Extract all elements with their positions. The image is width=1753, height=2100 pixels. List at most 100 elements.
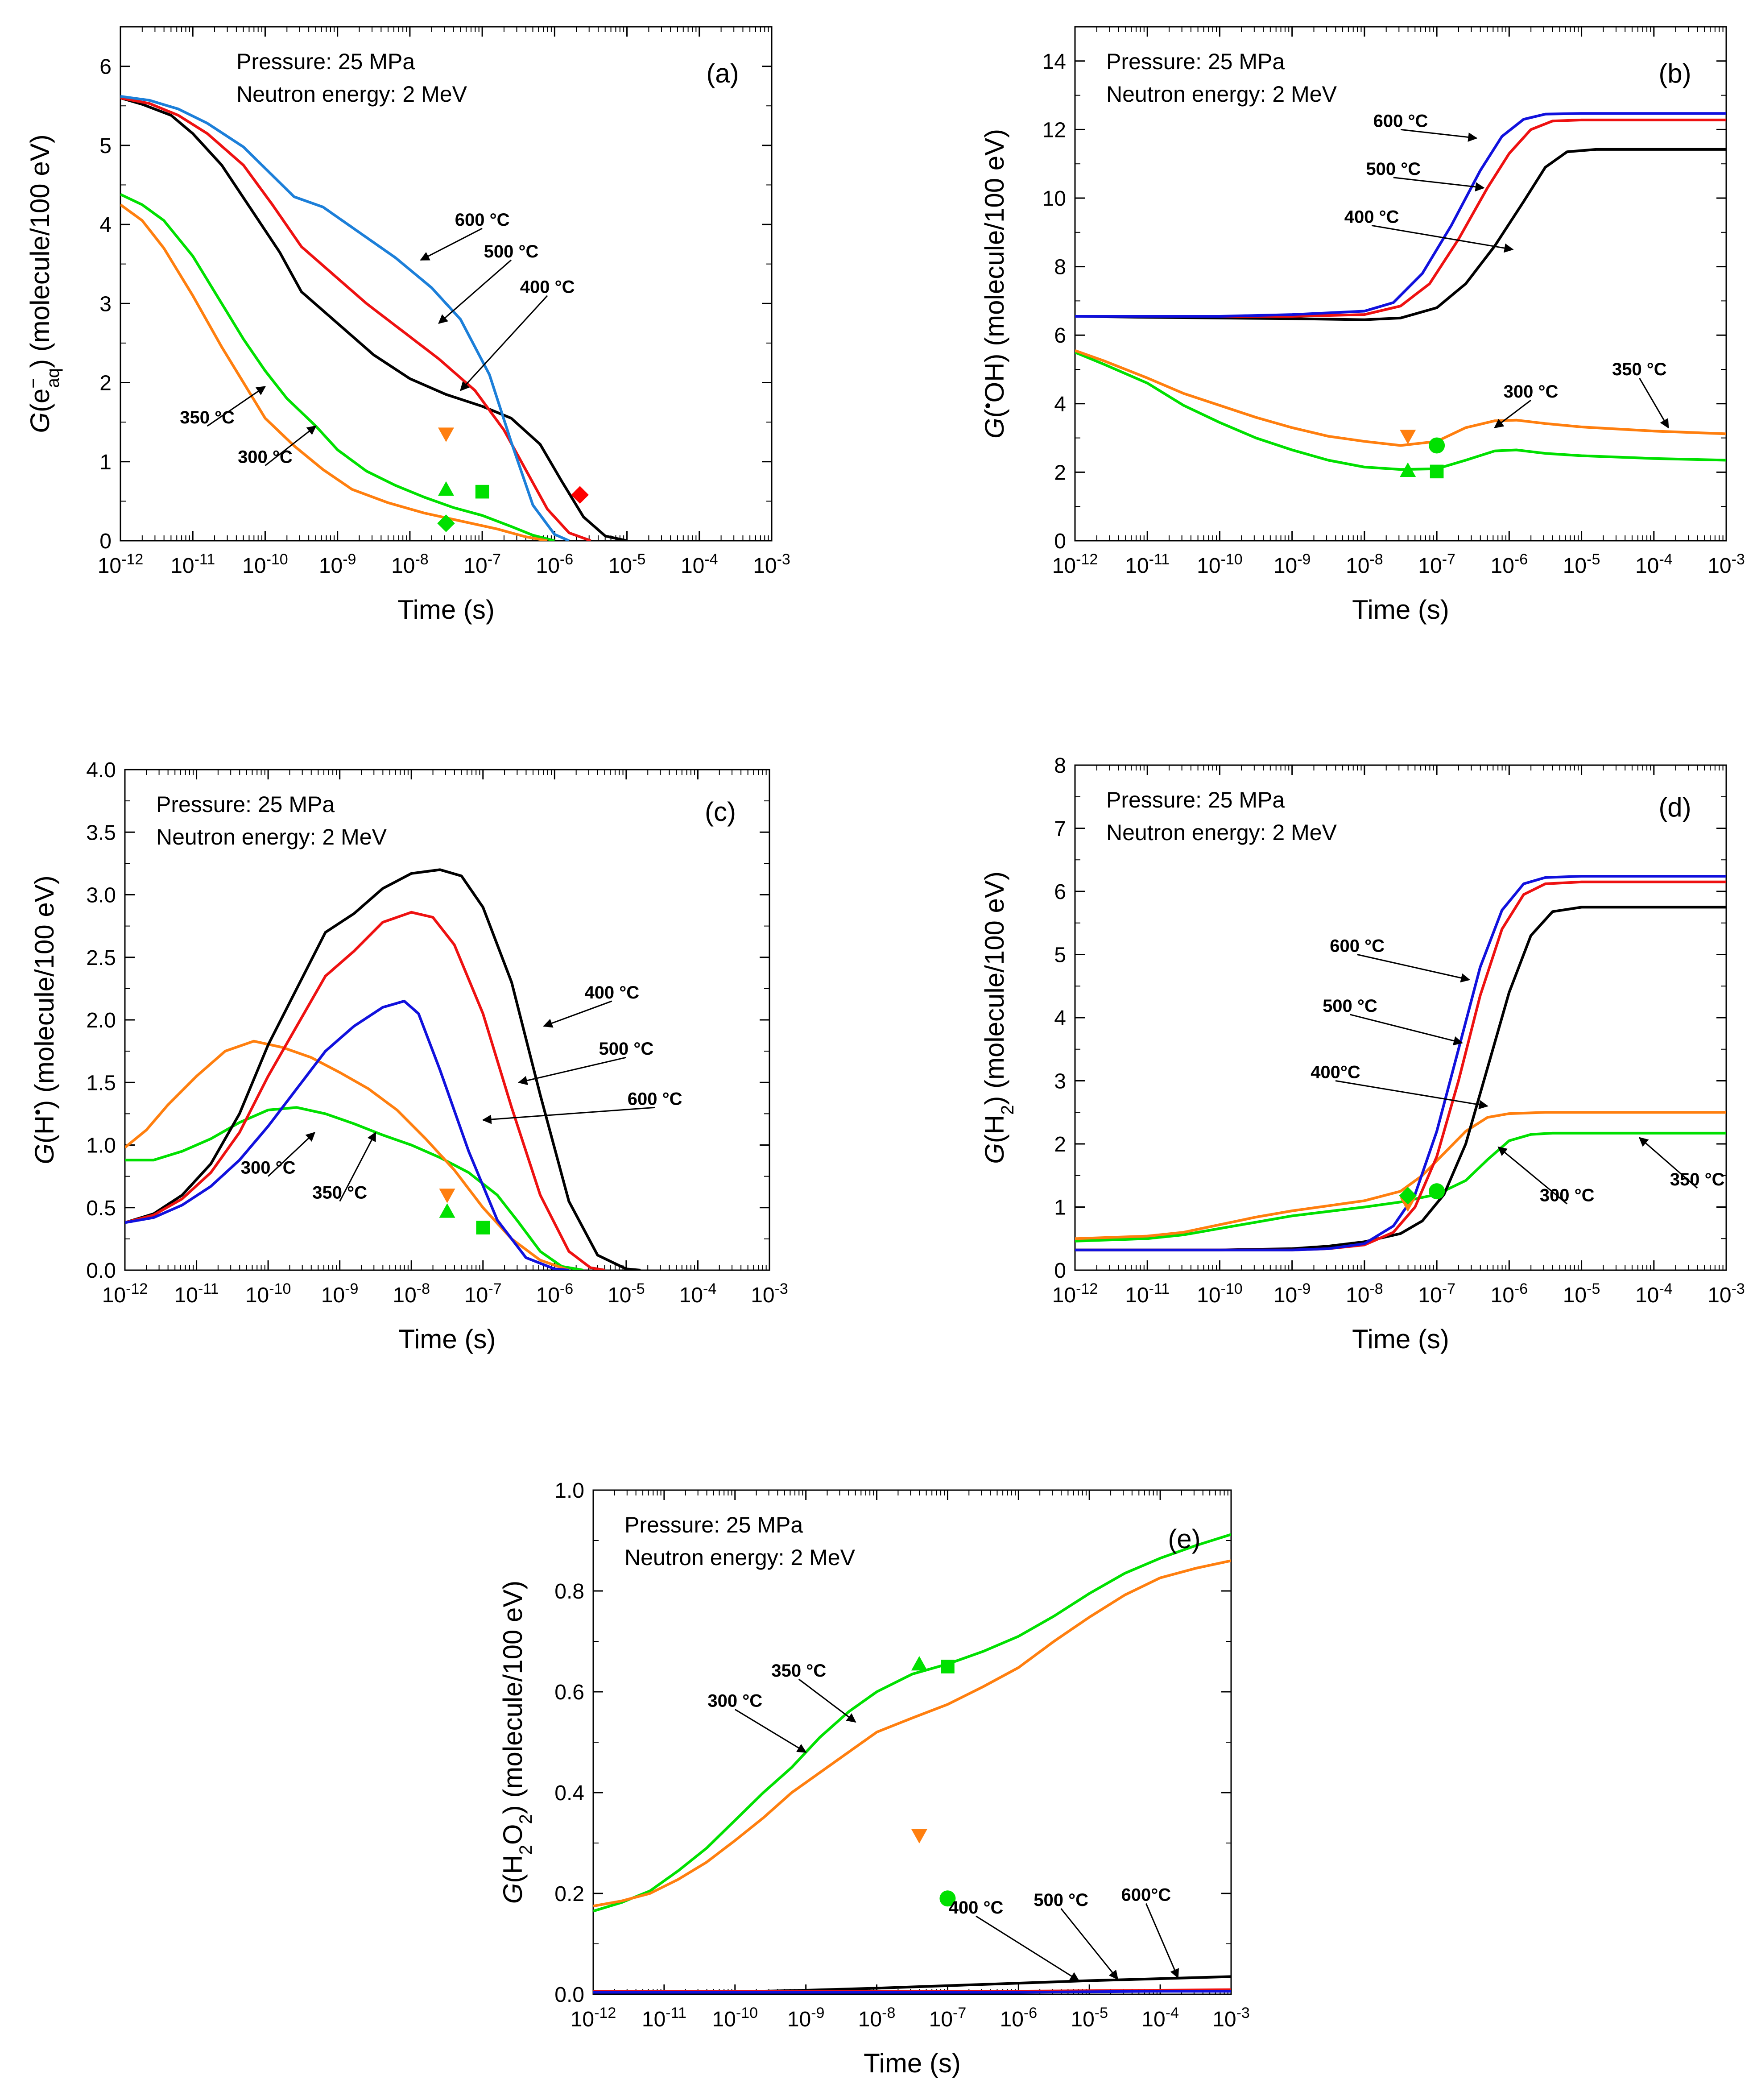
x-tick-label: 10-6 xyxy=(1491,1280,1528,1307)
y-tick-label: 0.0 xyxy=(554,1983,584,2007)
x-tick-label: 10-5 xyxy=(1563,1280,1600,1307)
x-axis-title: Time (s) xyxy=(1352,595,1449,625)
x-tick-label: 10-6 xyxy=(1491,551,1528,578)
y-tick-label: 0.8 xyxy=(554,1580,584,1603)
panel-b: 10-12 10-11 10-10 10-9 10-8 10-7 10-6 10-5 10-4 1… xyxy=(978,26,1745,625)
curve-label: 300 °C xyxy=(238,447,293,467)
annotation-arrow xyxy=(1335,1080,1488,1110)
marker-diamond-1 xyxy=(1399,1187,1417,1205)
x-tick-label: 10-6 xyxy=(536,551,574,578)
x-tick-label: 10-12 xyxy=(102,1280,148,1307)
x-tick-label: 10-7 xyxy=(463,551,501,578)
series-line-600C xyxy=(1075,112,1726,318)
series-line-300C xyxy=(125,1106,584,1270)
series-line-400C xyxy=(1075,148,1726,321)
y-tick-label: 0 xyxy=(1054,530,1066,553)
marker-circle-3 xyxy=(939,1890,956,1907)
curve-label: 500 °C xyxy=(484,242,539,261)
curve-label: 300 °C xyxy=(241,1158,296,1178)
x-tick-label: 10-12 xyxy=(571,2005,616,2031)
annotation-arrow xyxy=(1371,224,1514,253)
y-tick-label: 2.0 xyxy=(86,1009,116,1032)
x-tick-label: 10-8 xyxy=(858,2005,896,2031)
panel-e: 10-12 10-11 10-10 10-9 10-8 10-7 10-6 10-5 10-4 1… xyxy=(498,1479,1250,2078)
y-tick-label: 12 xyxy=(1042,118,1066,142)
y-axis-title: G(e−aq) (molecule/100 eV) xyxy=(24,134,63,433)
series-line-600C xyxy=(1075,875,1726,1251)
marker-tri_down-0 xyxy=(439,1189,455,1203)
x-tick-label: 10-6 xyxy=(1000,2005,1038,2031)
series-line-300C xyxy=(1075,351,1726,471)
series-line-300C xyxy=(593,1533,1231,1913)
panel-a: 10-12 10-11 10-10 10-9 10-8 10-7 10-6 10-5 10-4 1… xyxy=(24,26,790,625)
y-tick-label: 7 xyxy=(1054,817,1066,841)
annotation-arrow xyxy=(1400,128,1478,142)
curve-label: 600 °C xyxy=(455,210,510,230)
series-line-350C xyxy=(120,203,548,541)
x-tick-label: 10-9 xyxy=(1273,551,1311,578)
x-tick-label: 10-6 xyxy=(536,1280,574,1307)
x-tick-label: 10-3 xyxy=(1708,551,1745,578)
curve-label: 350 °C xyxy=(312,1183,367,1203)
x-tick-label: 10-10 xyxy=(1197,1280,1243,1307)
curve-label: 400°C xyxy=(1311,1063,1360,1082)
curve-label: 500 °C xyxy=(1323,996,1377,1016)
series-line-500C xyxy=(125,911,605,1270)
y-tick-label: 1.5 xyxy=(86,1071,116,1095)
x-tick-label: 10-3 xyxy=(753,551,790,578)
x-tick-label: 10-7 xyxy=(464,1280,502,1307)
x-tick-label: 10-5 xyxy=(1071,2005,1108,2031)
series-group xyxy=(120,95,628,541)
panel-c: 10-12 10-11 10-10 10-9 10-8 10-7 10-6 10-5 10-4 1… xyxy=(28,758,788,1354)
series-line-350C xyxy=(125,1040,570,1270)
pressure-label: Pressure: 25 MPa xyxy=(156,792,335,817)
x-tick-label: 10-7 xyxy=(1418,1280,1455,1307)
y-axis-title: G(H•) (molecule/100 eV) xyxy=(28,875,59,1164)
marker-tri_up-0 xyxy=(911,1656,927,1671)
marker-square-3 xyxy=(1430,464,1444,479)
energy-label: Neutron energy: 2 MeV xyxy=(156,824,387,849)
series-line-350C xyxy=(1075,349,1726,447)
marker-square-2 xyxy=(475,485,489,499)
x-axis-title: Time (s) xyxy=(1352,1324,1449,1354)
y-tick-label: 0.0 xyxy=(86,1259,116,1283)
annotation-arrow xyxy=(518,1056,627,1085)
energy-label: Neutron energy: 2 MeV xyxy=(1106,82,1337,107)
y-tick-label: 6 xyxy=(1054,324,1066,348)
x-axis-title: Time (s) xyxy=(399,1324,496,1354)
x-tick-label: 10-9 xyxy=(319,551,356,578)
annotation-arrow xyxy=(1497,1146,1568,1205)
y-tick-label: 4.0 xyxy=(86,758,116,782)
marker-tri_up-1 xyxy=(439,1203,455,1218)
y-tick-label: 3 xyxy=(1054,1070,1066,1093)
x-tick-label: 10-11 xyxy=(170,551,215,578)
y-tick-label: 0.4 xyxy=(554,1781,584,1805)
curve-label: 400 °C xyxy=(584,983,639,1002)
y-tick-label: 2 xyxy=(99,372,112,395)
curve-label: 350 °C xyxy=(1670,1170,1725,1189)
y-tick-label: 1.0 xyxy=(554,1479,584,1503)
y-tick-label: 3.0 xyxy=(86,884,116,907)
annotation-arrow xyxy=(976,1915,1080,1981)
annotation-arrow xyxy=(420,228,483,261)
y-tick-label: 8 xyxy=(1054,754,1066,778)
pressure-label: Pressure: 25 MPa xyxy=(624,1512,803,1537)
energy-label: Neutron energy: 2 MeV xyxy=(624,1545,856,1570)
y-axis-title: G(•OH) (molecule/100 eV) xyxy=(978,129,1009,439)
series-group xyxy=(1075,875,1726,1251)
y-tick-label: 2 xyxy=(1054,461,1066,485)
panel-label: (c) xyxy=(705,797,736,827)
curve-label: 350 °C xyxy=(771,1661,826,1681)
x-tick-label: 10-10 xyxy=(245,1280,291,1307)
x-tick-label: 10-12 xyxy=(1052,1280,1098,1307)
y-tick-label: 4 xyxy=(1054,1007,1066,1030)
x-tick-label: 10-10 xyxy=(242,551,288,578)
marker-square-1 xyxy=(941,1660,955,1673)
pressure-label: Pressure: 25 MPa xyxy=(236,49,415,74)
y-tick-label: 4 xyxy=(99,213,112,237)
x-tick-label: 10-4 xyxy=(679,1280,717,1307)
annotation-arrow xyxy=(735,1709,807,1753)
x-tick-label: 10-7 xyxy=(929,2005,967,2031)
energy-label: Neutron energy: 2 MeV xyxy=(236,82,467,107)
